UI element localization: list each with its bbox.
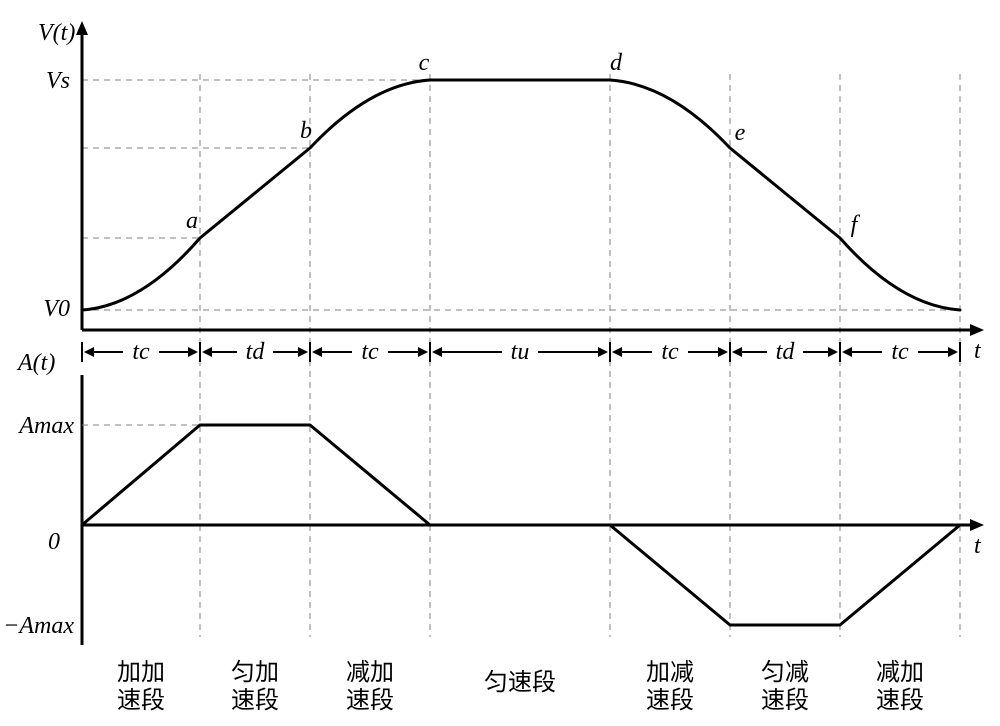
phase-label-bottom: 速段: [761, 687, 809, 714]
time-segment-label: tc: [891, 339, 909, 365]
time-segment-label: td: [246, 339, 266, 365]
accel-origin-label: 0: [48, 529, 60, 555]
tick-Vs: Vs: [46, 68, 70, 94]
velocity-y-axis-label: V(t): [38, 20, 75, 46]
time-segment-label: tc: [361, 339, 379, 365]
point-e: e: [735, 120, 746, 146]
time-segment-label: tc: [661, 339, 679, 365]
phase-label-top: 匀加: [231, 659, 279, 686]
phase-label-bottom: 匀速段: [484, 669, 556, 696]
point-f: f: [851, 212, 861, 238]
phase-label-top: 匀减: [761, 659, 809, 686]
velocity-x-axis-label: t: [974, 338, 982, 364]
accel-down-trapezoid: [610, 525, 960, 625]
phase-label-bottom: 速段: [231, 687, 279, 714]
phase-label-top: 减加: [876, 659, 924, 686]
phase-label-top: 加加: [117, 659, 165, 686]
phase-label-top: 加减: [646, 659, 694, 686]
phase-label-top: 减加: [346, 659, 394, 686]
point-d: d: [610, 50, 623, 76]
phase-label-bottom: 速段: [876, 687, 924, 714]
phase-label-bottom: 速段: [117, 687, 165, 714]
accel-y-axis-label: A(t): [16, 350, 55, 376]
point-a: a: [186, 208, 198, 234]
tick-V0: V0: [43, 296, 70, 322]
accel-up-trapezoid: [82, 425, 430, 525]
phase-label-bottom: 速段: [346, 687, 394, 714]
accel-x-axis-label: t: [974, 533, 982, 559]
time-segment-label: tc: [132, 339, 150, 365]
point-c: c: [419, 50, 430, 76]
tick-Amax: Amax: [17, 413, 74, 439]
time-segment-label: td: [776, 339, 796, 365]
time-segment-label: tu: [511, 339, 530, 365]
tick-negAmax: −Amax: [3, 613, 74, 639]
point-b: b: [300, 118, 312, 144]
velocity-curve: [82, 80, 960, 310]
phase-label-bottom: 速段: [646, 687, 694, 714]
